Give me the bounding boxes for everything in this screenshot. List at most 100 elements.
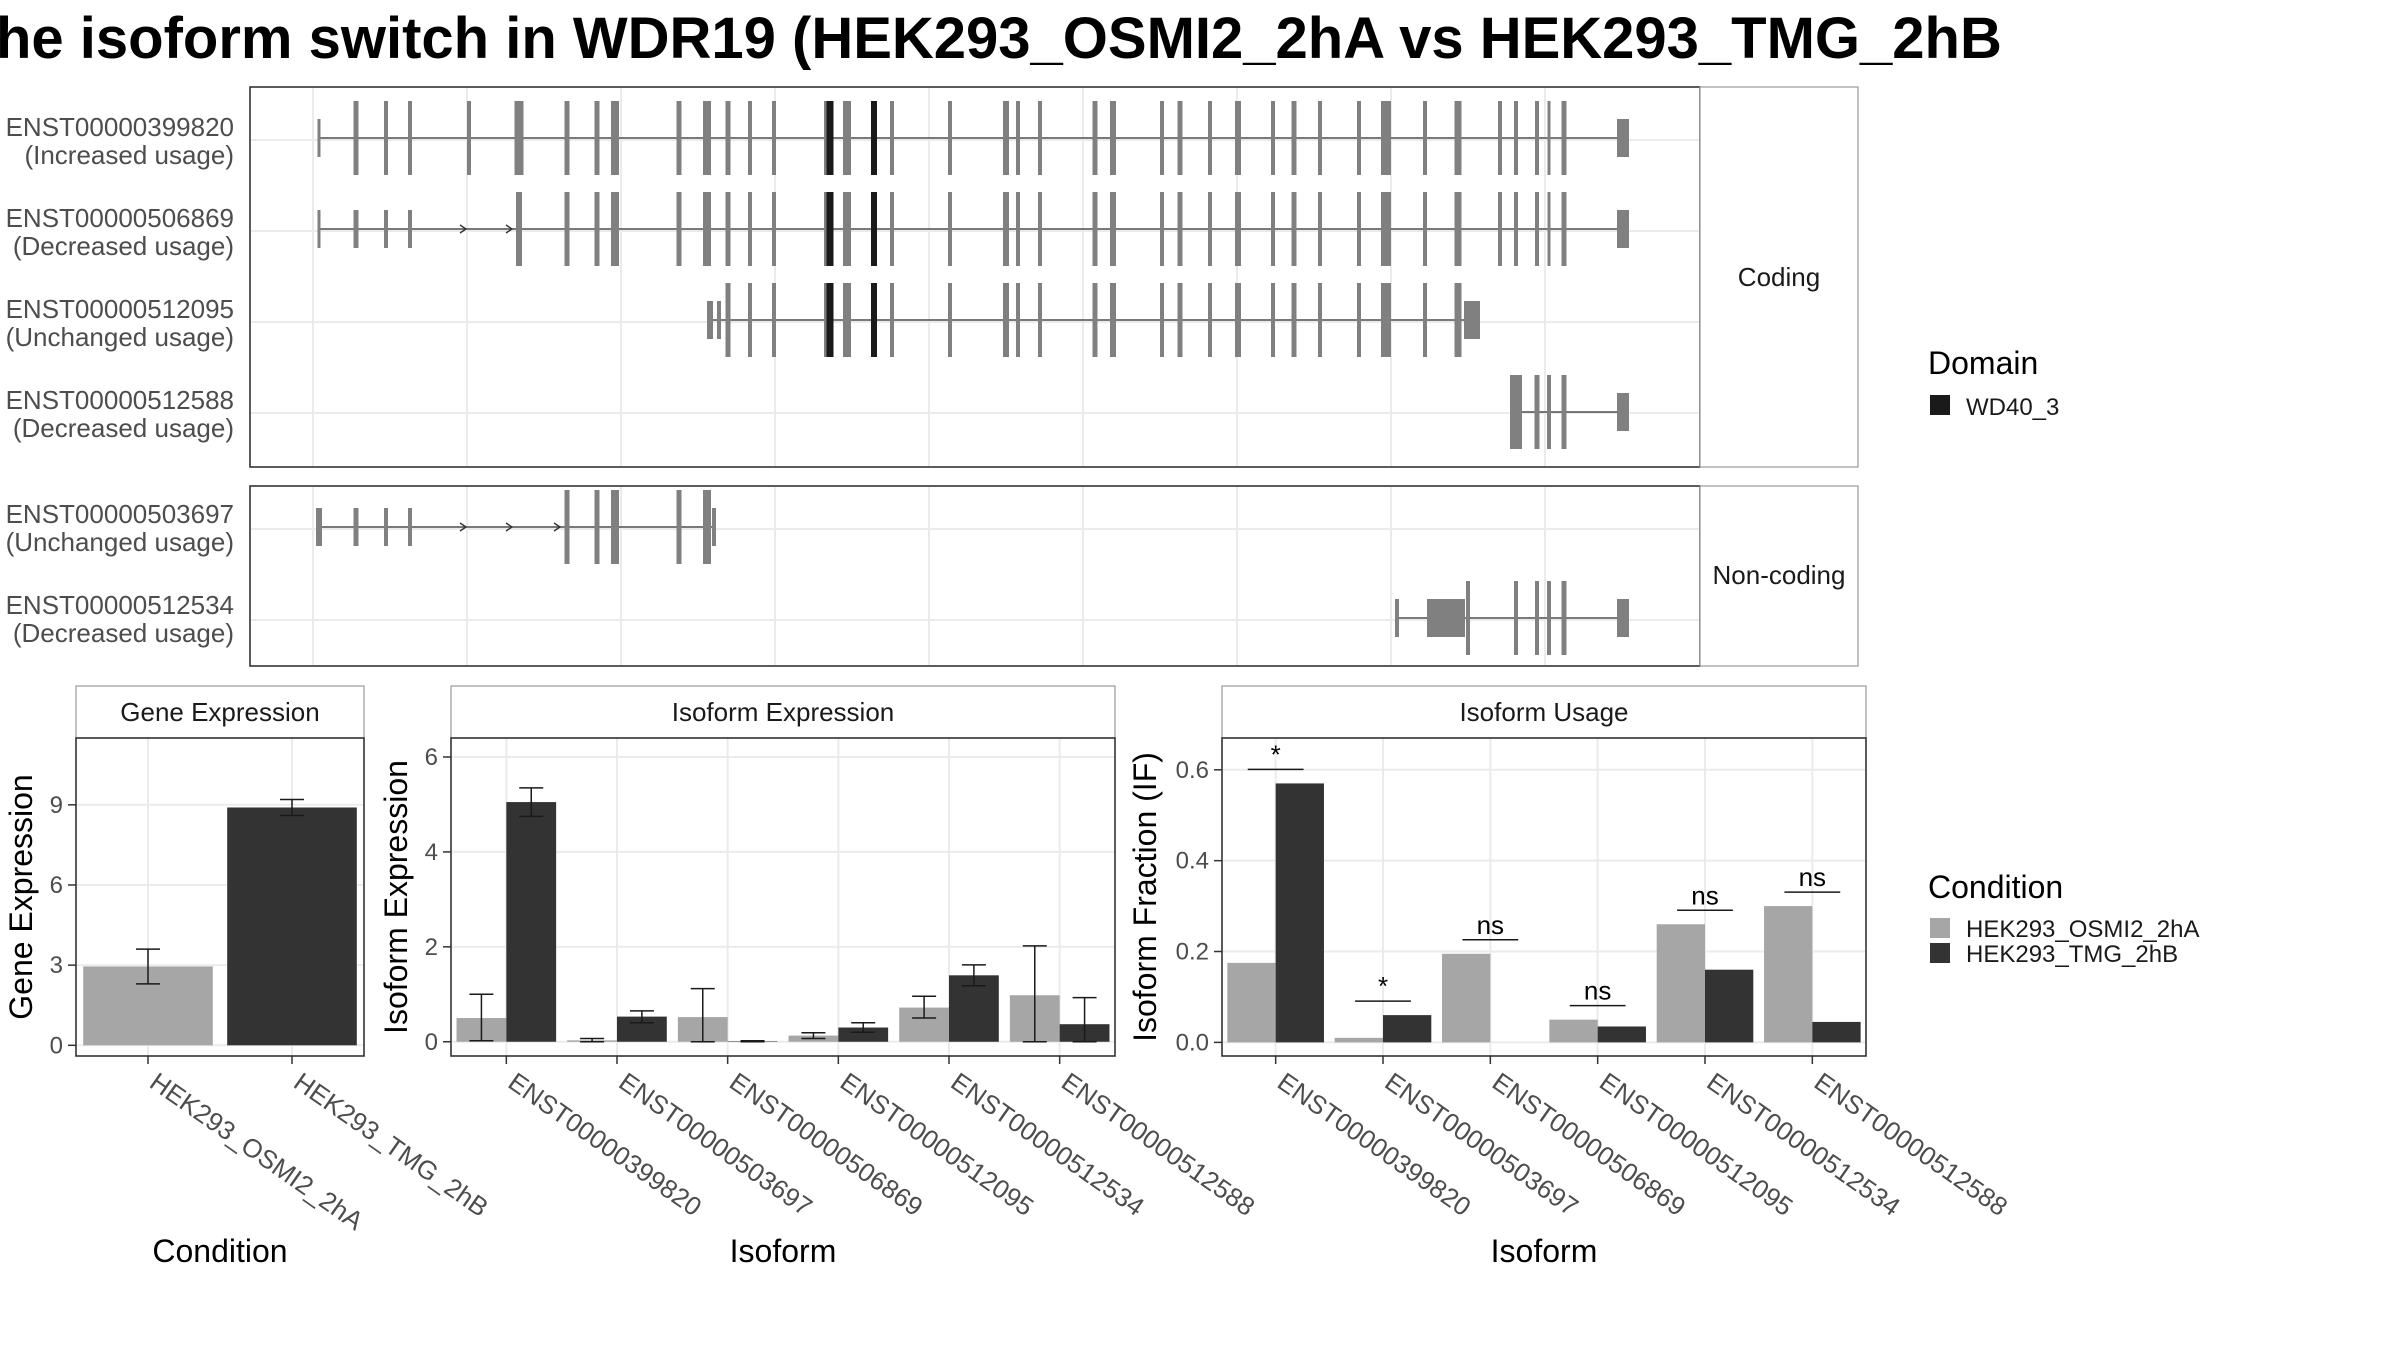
exon	[1291, 192, 1297, 266]
exon	[772, 283, 776, 357]
exon	[1235, 101, 1241, 175]
exon	[1454, 283, 1462, 357]
exon	[1357, 192, 1361, 266]
bar	[1597, 1026, 1646, 1043]
exon	[843, 283, 851, 357]
exon	[611, 101, 619, 175]
x-tick-label: ENST00000512534	[946, 1066, 1150, 1222]
exon	[1381, 283, 1391, 357]
domain-region	[871, 283, 877, 357]
exon	[676, 192, 682, 266]
panel-strip	[1221, 685, 1867, 739]
exon	[948, 101, 952, 175]
y-axis-title: Isoform Expression	[378, 760, 414, 1034]
transcript-id: ENST00000506869	[6, 203, 234, 233]
exon	[1318, 283, 1322, 357]
utr-exon	[384, 508, 388, 546]
exon	[703, 490, 711, 564]
panel-background	[451, 738, 1115, 1056]
exon	[1160, 101, 1164, 175]
significance-label: *	[1378, 971, 1388, 1001]
exon	[890, 283, 894, 357]
transcript-usage: (Increased usage)	[24, 140, 234, 170]
exon	[1318, 101, 1322, 175]
exon	[1318, 192, 1322, 266]
exon	[1561, 192, 1567, 266]
exon	[1561, 375, 1567, 449]
exon	[1038, 101, 1042, 175]
domain-legend-label: WD40_3	[1966, 394, 2059, 421]
exon	[1235, 192, 1241, 266]
panel-title: Isoform Usage	[1459, 697, 1628, 727]
y-tick-label: 9	[50, 792, 63, 819]
exon	[1423, 283, 1427, 357]
y-tick-label: 0.0	[1176, 1029, 1209, 1056]
domain-region	[826, 101, 834, 175]
utr-exon	[317, 210, 321, 248]
exon	[748, 192, 752, 266]
exon	[1016, 101, 1020, 175]
transcript-id: ENST00000399820	[6, 112, 234, 142]
exon	[1016, 192, 1020, 266]
transcript-tracks	[316, 101, 1629, 655]
strand-arrow	[553, 522, 562, 532]
exon	[1454, 192, 1462, 266]
utr-exon	[1464, 301, 1480, 339]
utr-exon	[717, 301, 721, 339]
exon	[353, 101, 359, 175]
panel-border	[1221, 737, 1867, 1057]
domain-region	[826, 192, 834, 266]
y-tick-label: 0	[50, 1032, 63, 1059]
exon	[1271, 192, 1275, 266]
exon	[1003, 192, 1009, 266]
exon	[1454, 101, 1462, 175]
exon	[564, 490, 570, 564]
bar	[227, 807, 357, 1046]
panel-title: Gene Expression	[120, 697, 319, 727]
bar	[1442, 953, 1491, 1043]
x-tick-label: ENST00000506869	[1487, 1066, 1691, 1222]
transcript-usage: (Unchanged usage)	[6, 527, 234, 557]
exon	[1092, 283, 1098, 357]
exon	[1092, 192, 1098, 266]
exon	[1177, 283, 1183, 357]
bar	[1549, 1019, 1598, 1043]
exon	[594, 101, 600, 175]
exon	[1003, 283, 1009, 357]
utr-exon	[1617, 119, 1629, 157]
utr-exon	[1617, 393, 1629, 431]
x-axis-title: Isoform	[730, 1233, 837, 1269]
transcript-track	[1395, 581, 1629, 655]
condition-legend-label: HEK293_TMG_2hB	[1966, 941, 2178, 968]
exon	[676, 490, 682, 564]
exon	[1092, 101, 1098, 175]
utr-exon	[408, 508, 412, 546]
transcript-track	[317, 192, 1629, 266]
y-axis-title: Isoform Fraction (IF)	[1127, 752, 1163, 1042]
y-tick-label: 0.6	[1176, 757, 1209, 784]
exon	[1208, 192, 1212, 266]
exon	[748, 101, 752, 175]
exon	[1357, 101, 1361, 175]
utr-exon	[1617, 210, 1629, 248]
exon	[564, 101, 570, 175]
transcript-track	[317, 101, 1629, 175]
exon	[725, 101, 731, 175]
domain-legend-title: Domain	[1928, 345, 2038, 381]
panel-border	[450, 737, 1116, 1057]
bar	[506, 802, 557, 1042]
exon	[1535, 101, 1539, 175]
isoform-usage-chart: Isoform Usage * * ns ns ns ns 0.0 0.2 0.4 0.6 ENST0…	[1127, 685, 2013, 1269]
x-tick-label: ENST00000512534	[1702, 1066, 1906, 1222]
utr-exon	[353, 210, 359, 248]
x-tick-label: ENST00000512588	[1809, 1066, 2013, 1222]
y-tick-label: 4	[425, 839, 438, 866]
significance-label: ns	[1799, 862, 1826, 892]
exon	[1498, 101, 1502, 175]
transcript-id: ENST00000512095	[6, 294, 234, 324]
utr-exon	[316, 508, 322, 546]
utr-exon	[1427, 599, 1465, 637]
x-tick-label: ENST00000512095	[1594, 1066, 1798, 1222]
figure-title: he isoform switch in WDR19 (HEK293_OSMI2…	[0, 6, 2002, 71]
